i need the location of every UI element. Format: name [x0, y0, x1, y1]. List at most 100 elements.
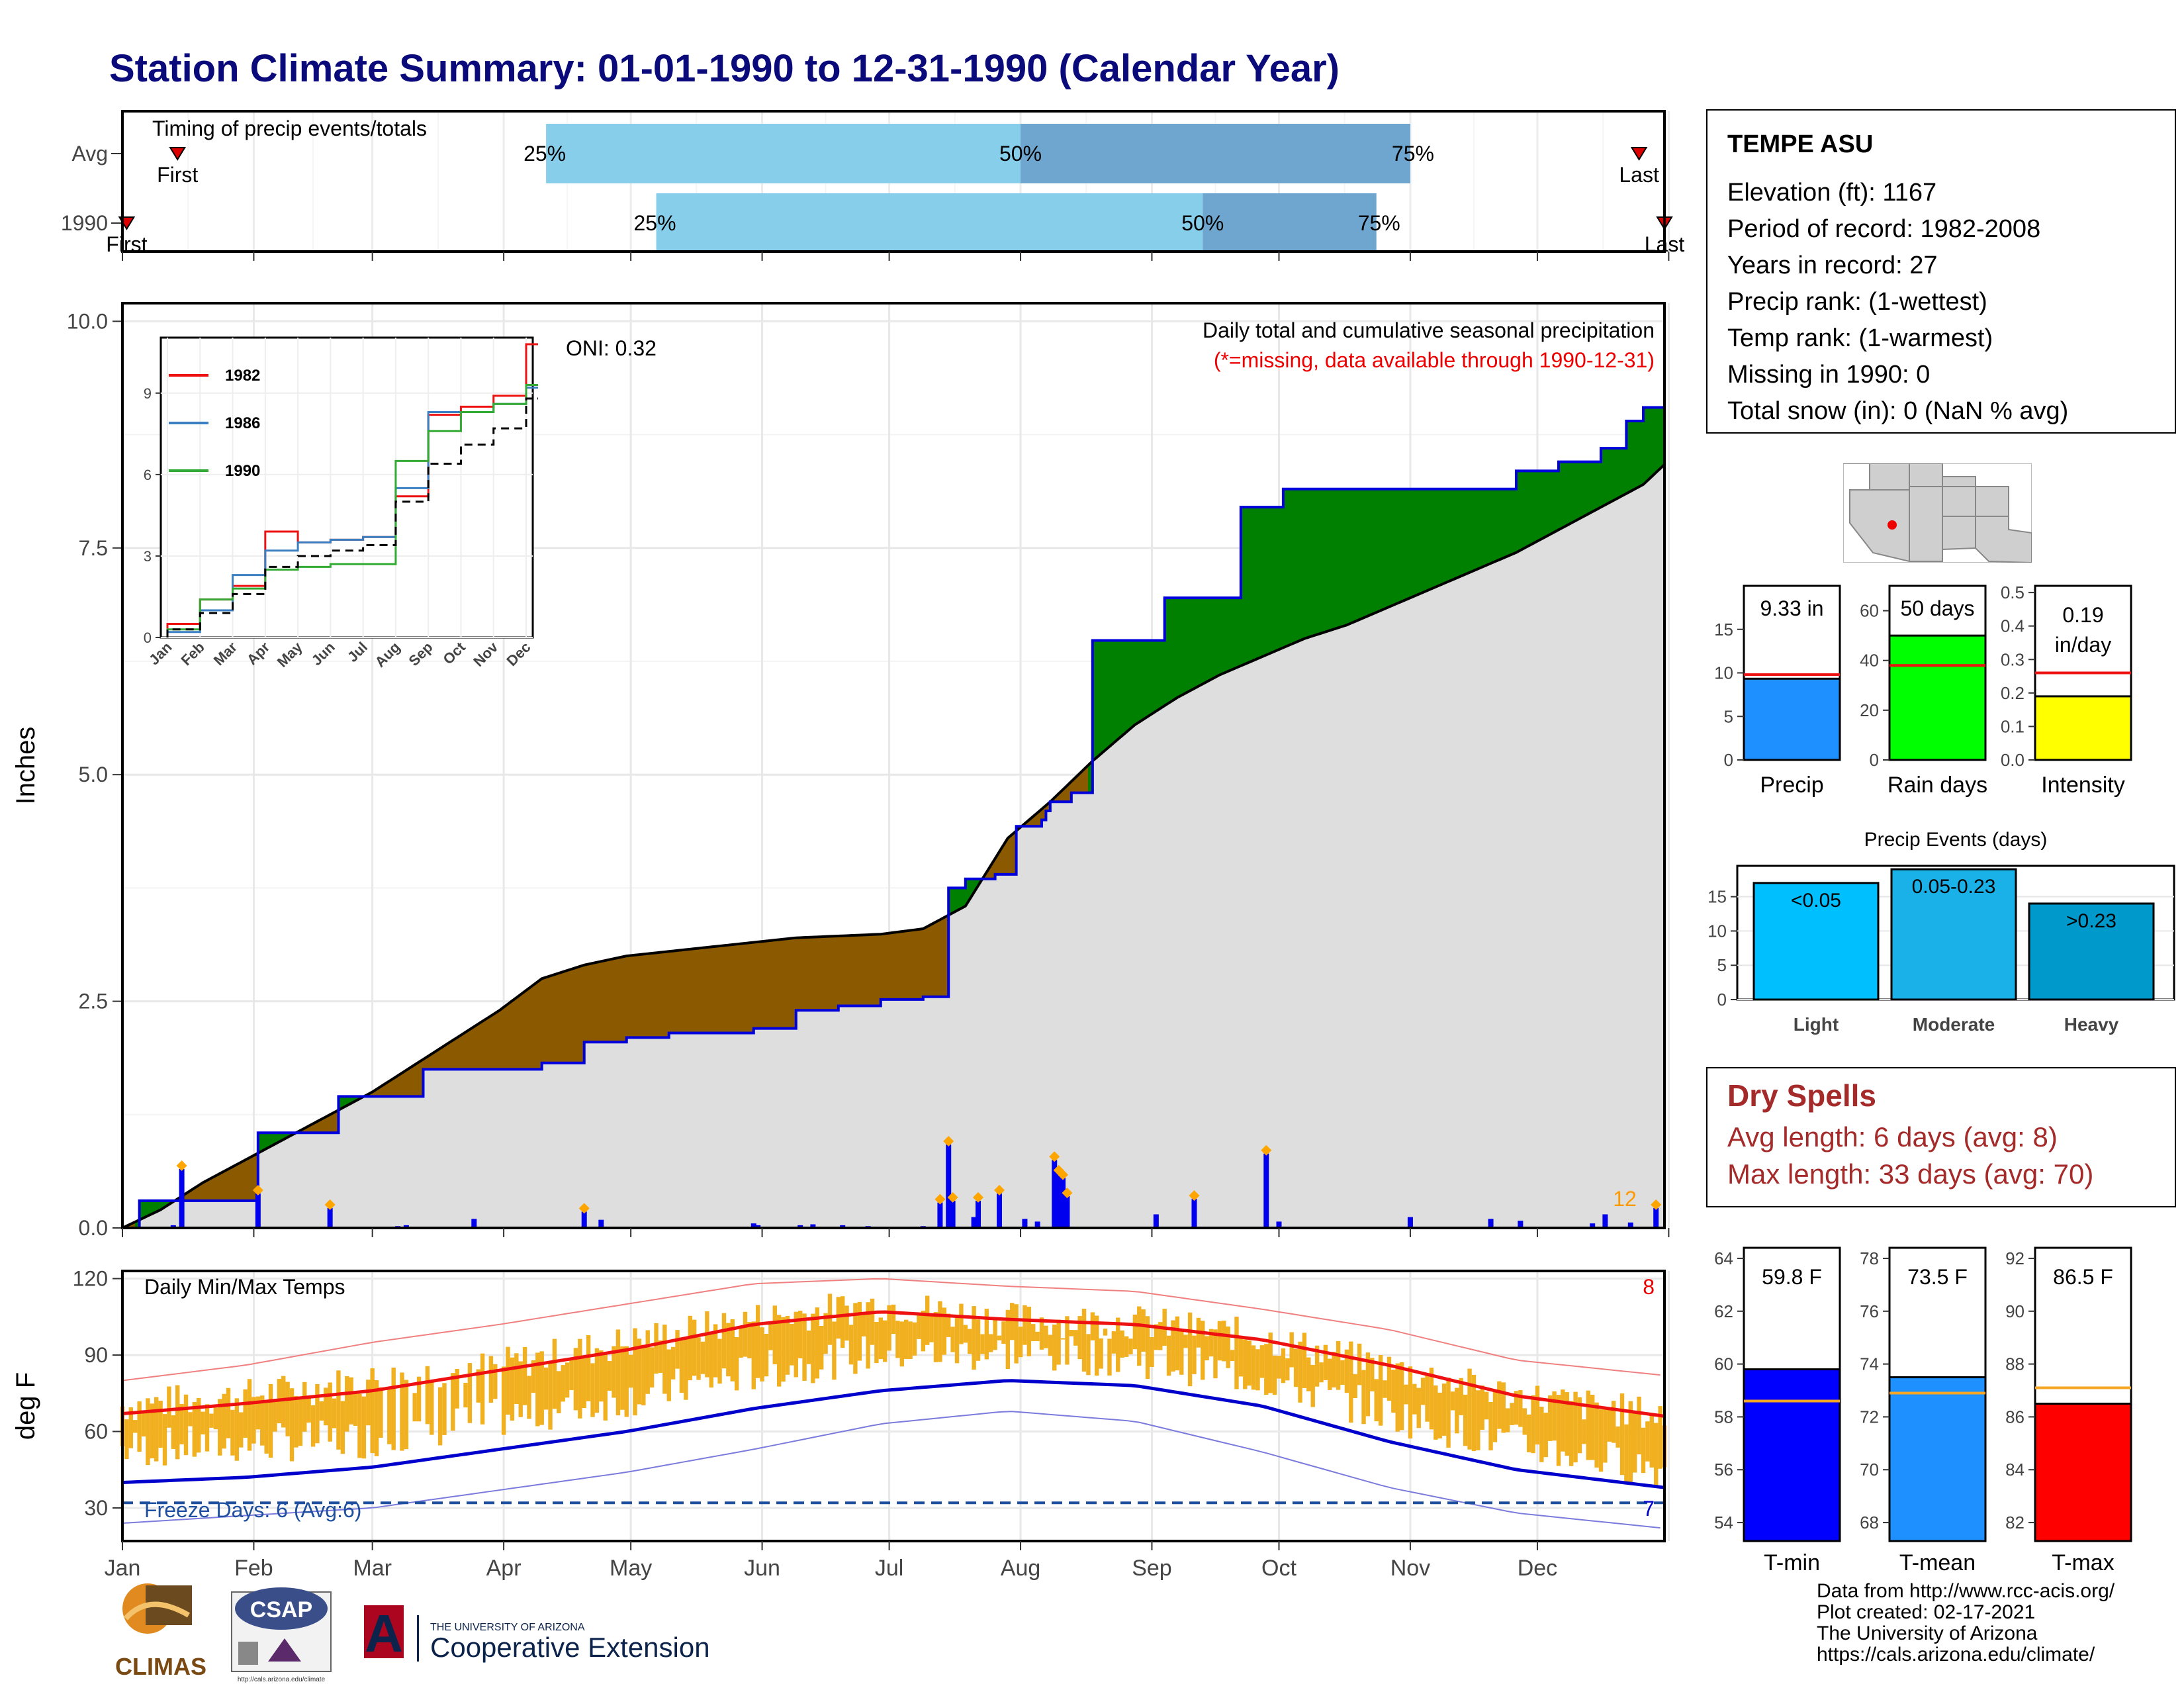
daily-temp-range-bar: [607, 1361, 612, 1391]
daily-temp-range-bar: [1124, 1336, 1129, 1357]
oni-label: ONI: 0.32: [566, 336, 657, 360]
daily-precip-marker: [176, 1160, 187, 1171]
precip-above-normal-segment: [1265, 506, 1271, 656]
precip-above-normal-segment: [1283, 489, 1288, 649]
daily-temp-range-bar: [1582, 1419, 1586, 1444]
precip-events-range: >0.23: [2066, 910, 2116, 932]
daily-temp-range-bar: [1391, 1370, 1396, 1413]
daily-temp-range-bar: [1222, 1321, 1226, 1362]
daily-temp-range-bar: [264, 1401, 269, 1454]
precip-above-normal-segment: [1350, 489, 1356, 624]
precip-above-normal-segment: [1177, 597, 1182, 698]
daily-temp-range-bar: [1586, 1390, 1590, 1460]
precip-below-normal-segment: [473, 1023, 479, 1070]
temp-stat-tick-label: 64: [1714, 1248, 1733, 1268]
daily-temp-range-bar: [1259, 1345, 1265, 1378]
daily-temp-range-bar: [586, 1335, 591, 1401]
precip-below-normal-segment: [236, 1161, 242, 1201]
daily-precip-bar: [1602, 1214, 1608, 1228]
daily-precip-marker: [1058, 1169, 1069, 1180]
precip-above-normal-segment: [1528, 470, 1534, 547]
csap-logo: CSAP http://cals.arizona.edu/climate: [231, 1587, 332, 1683]
precip-below-normal-segment: [706, 946, 712, 1034]
precip-below-normal-segment: [541, 976, 547, 1064]
precip-below-normal-segment: [482, 1017, 487, 1070]
temp-stat-bar: [1743, 1368, 1841, 1542]
daily-temp-range-bar: [1552, 1391, 1557, 1441]
precip-below-normal-segment: [533, 981, 538, 1070]
daily-temp-range-bar: [349, 1377, 353, 1425]
daily-temp-range-bar: [188, 1412, 193, 1427]
precip-stat-tick-label: 0.2: [2001, 683, 2025, 703]
precip-above-normal-segment: [1533, 470, 1538, 544]
precip-below-normal-segment: [609, 958, 615, 1043]
daily-temp-range-bar: [1183, 1335, 1188, 1348]
month-axis-label: Apr: [486, 1556, 522, 1581]
daily-temp-range-bar: [306, 1396, 311, 1423]
daily-temp-range-bar: [1052, 1325, 1057, 1371]
precip-missing-note: (*=missing, data available through 1990-…: [1214, 348, 1655, 372]
daily-temp-range-bar: [1433, 1385, 1438, 1440]
daily-temp-range-bar: [1420, 1378, 1426, 1405]
daily-precip-bar: [797, 1225, 803, 1228]
precip-stat-label: Rain days: [1888, 773, 1987, 798]
daily-temp-range-bar: [658, 1340, 663, 1373]
precip-below-normal-segment: [732, 943, 737, 1034]
daily-temp-range-bar: [1535, 1385, 1540, 1445]
month-axis-label: Jul: [875, 1556, 903, 1581]
daily-temp-range-bar: [1425, 1374, 1430, 1422]
daily-temp-range-bar: [1243, 1339, 1248, 1389]
daily-temp-range-bar: [959, 1303, 964, 1344]
daily-precip-bar: [1407, 1217, 1413, 1228]
inset-series-1990: [166, 384, 538, 637]
daily-temp-range-bar: [709, 1333, 713, 1388]
precip-above-normal-segment: [1456, 489, 1462, 579]
daily-temp-range-bar: [251, 1397, 256, 1444]
precip-above-normal-segment: [1321, 489, 1326, 634]
temp-stat-tick-label: 78: [1860, 1248, 1879, 1268]
precip-above-normal-segment: [1105, 639, 1110, 751]
daily-temp-range-bar: [260, 1395, 265, 1446]
daily-temp-range-bar: [980, 1334, 985, 1354]
precip-below-normal-segment: [406, 1066, 411, 1097]
precip-events-range: <0.05: [1791, 890, 1841, 912]
daily-temp-range-bar: [811, 1313, 815, 1383]
daily-temp-range-bar: [1344, 1349, 1349, 1393]
precip-above-normal-segment: [1507, 489, 1513, 557]
daily-precip-marker: [973, 1192, 984, 1203]
temp-stat-label: T-mean: [1899, 1550, 1976, 1575]
precip-stat-tick-label: 15: [1714, 620, 1733, 639]
precip-below-normal-segment: [838, 935, 843, 1006]
daily-temp-range-bar: [353, 1392, 358, 1426]
daily-temp-range-bar: [1619, 1393, 1625, 1476]
daily-temp-range-bar: [1340, 1360, 1345, 1385]
daily-temp-range-bar: [942, 1307, 947, 1355]
precip-above-normal-segment: [1575, 461, 1580, 522]
daily-temp-range-bar: [1116, 1317, 1120, 1372]
daily-precip-marker: [324, 1199, 336, 1210]
precip-below-normal-segment: [762, 940, 767, 1029]
precip-y-axis-label: Inches: [11, 727, 40, 805]
daily-temp-range-bar: [578, 1338, 582, 1419]
precip-observed-line: [122, 382, 1666, 1229]
precip-below-normal-segment: [512, 997, 517, 1070]
daily-temp-range-bar: [747, 1321, 752, 1359]
precip-above-normal-segment: [1482, 489, 1487, 568]
daily-temp-range-bar: [1166, 1335, 1171, 1376]
precip-above-normal-segment: [1210, 597, 1216, 680]
precip-stat-tick-label: 5: [1724, 706, 1733, 726]
daily-temp-range-bar: [1048, 1335, 1053, 1356]
precip-above-normal-segment: [1359, 489, 1365, 620]
daily-temp-range-bar: [298, 1399, 303, 1446]
temp-stat-tick-label: 58: [1714, 1407, 1733, 1427]
precip-stat-value: 50 days: [1900, 596, 1974, 620]
daily-temp-range-bar: [751, 1321, 756, 1389]
daily-temp-range-bar: [192, 1401, 197, 1457]
precip-above-normal-segment: [1376, 489, 1381, 613]
daily-temp-range-bar: [938, 1301, 942, 1362]
precip-above-normal-segment: [1172, 597, 1178, 701]
precip-stat-tick-label: 0.4: [2001, 616, 2025, 636]
precip-stat-tick-label: 20: [1860, 700, 1879, 720]
precip-above-normal-segment: [1503, 489, 1508, 559]
daily-temp-range-bar: [1488, 1402, 1493, 1451]
